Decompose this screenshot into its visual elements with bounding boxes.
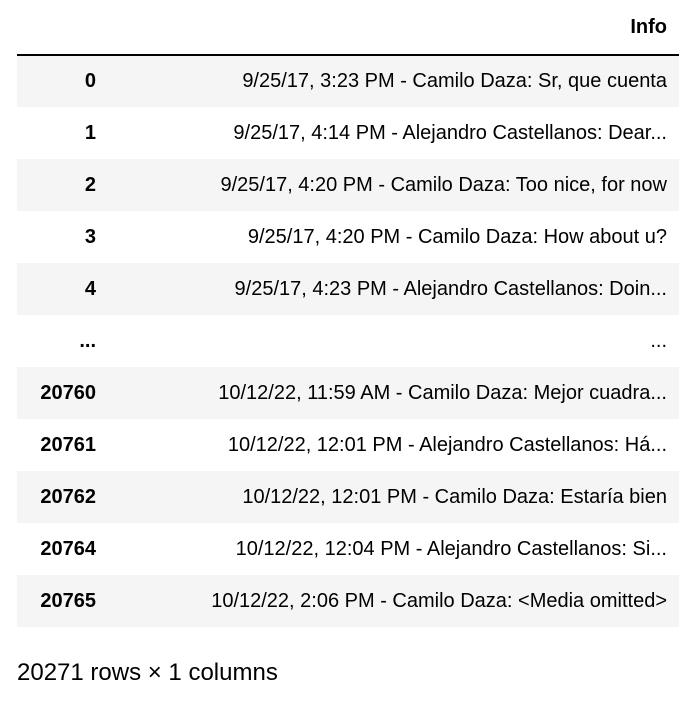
row-index: 1 [84,121,96,144]
row-index: 3 [84,225,96,248]
row-value: 10/12/22, 12:04 PM - Alejandro Castellan… [235,537,667,560]
row-index: ... [79,329,96,352]
row-index: 20761 [40,433,96,456]
table-row: 20765 10/12/22, 2:06 PM - Camilo Daza: <… [17,575,679,627]
row-value: 9/25/17, 3:23 PM - Camilo Daza: Sr, que … [242,70,667,92]
row-value: 9/25/17, 4:14 PM - Alejandro Castellanos… [233,121,667,144]
dataframe-shape-note: 20271 rows × 1 columns [17,659,278,686]
row-index: 2 [84,173,96,196]
index-header [17,0,109,56]
table-body: 0 9/25/17, 3:23 PM - Camilo Daza: Sr, qu… [17,55,679,627]
table-row: 1 9/25/17, 4:14 PM - Alejandro Castellan… [17,107,679,159]
table-row: 3 9/25/17, 4:20 PM - Camilo Daza: How ab… [17,211,679,263]
column-header-info: Info [109,0,679,56]
row-index: 20764 [40,537,96,560]
row-index: 20760 [40,381,96,404]
row-value: 10/12/22, 11:59 AM - Camilo Daza: Mejor … [218,381,667,404]
table-row-ellipsis: ... ... [17,315,679,367]
row-value: 9/25/17, 4:20 PM - Camilo Daza: How abou… [247,225,667,248]
row-value: 10/12/22, 2:06 PM - Camilo Daza: <Media … [211,589,667,612]
table-row: 20761 10/12/22, 12:01 PM - Alejandro Cas… [17,419,679,471]
table-row: 4 9/25/17, 4:23 PM - Alejandro Castellan… [17,263,679,315]
row-index: 20762 [40,485,96,508]
row-index: 20765 [40,589,96,612]
row-value: 9/25/17, 4:23 PM - Alejandro Castellanos… [234,277,667,300]
table-row: 20764 10/12/22, 12:04 PM - Alejandro Cas… [17,523,679,575]
row-value: 10/12/22, 12:01 PM - Alejandro Castellan… [227,433,667,456]
dataframe-output: Info 0 9/25/17, 3:23 PM - Camilo Daza: S… [17,0,679,627]
row-index: 0 [84,70,96,92]
row-value: 10/12/22, 12:01 PM - Camilo Daza: Estarí… [242,485,667,508]
table-row: 20762 10/12/22, 12:01 PM - Camilo Daza: … [17,471,679,523]
row-value: ... [650,329,667,352]
table-row: 20760 10/12/22, 11:59 AM - Camilo Daza: … [17,367,679,419]
dataframe-table: Info 0 9/25/17, 3:23 PM - Camilo Daza: S… [17,0,679,627]
table-header: Info [17,0,679,56]
row-index: 4 [84,277,96,300]
row-value: 9/25/17, 4:20 PM - Camilo Daza: Too nice… [220,173,667,196]
header-row: Info [17,0,679,56]
table-row: 2 9/25/17, 4:20 PM - Camilo Daza: Too ni… [17,159,679,211]
table-row: 0 9/25/17, 3:23 PM - Camilo Daza: Sr, qu… [17,55,679,107]
